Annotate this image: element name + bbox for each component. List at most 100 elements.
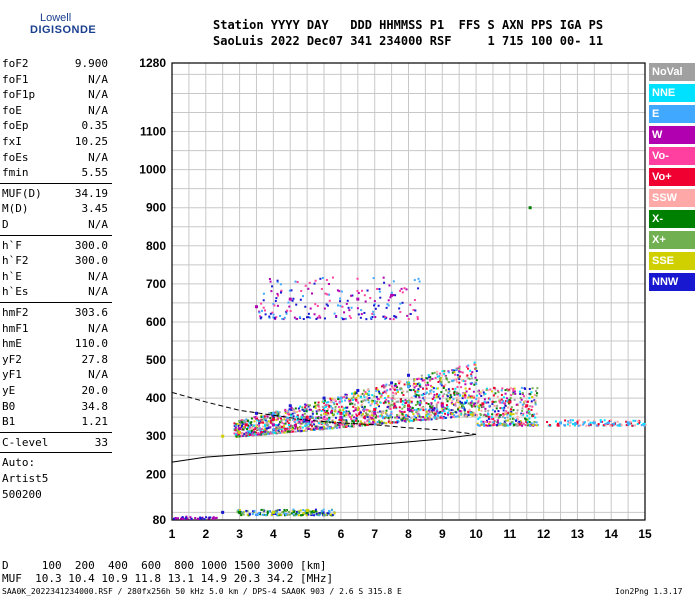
echo-mark <box>409 312 412 315</box>
x-tick-label: 5 <box>304 527 311 541</box>
echo-mark <box>527 408 530 411</box>
echo-mark <box>342 318 345 321</box>
echo-mark <box>390 413 393 416</box>
echo-mark <box>419 383 422 386</box>
echo-mark <box>234 433 237 436</box>
echo-mark <box>266 420 269 423</box>
echo-mark <box>471 381 474 384</box>
echo-mark <box>260 302 263 305</box>
echo-mark <box>373 395 376 398</box>
echo-mark <box>257 512 260 515</box>
echo-mark <box>496 395 499 398</box>
echo-mark <box>521 424 524 427</box>
echo-mark <box>258 433 261 436</box>
echo-mark <box>401 412 404 415</box>
echo-mark <box>607 421 610 424</box>
echo-mark <box>267 412 270 415</box>
echo-mark <box>435 404 438 407</box>
echo-mark <box>505 400 508 403</box>
echo-mark <box>342 412 345 415</box>
echo-mark <box>277 429 280 432</box>
echo-mark <box>390 291 393 294</box>
echo-mark <box>279 417 282 420</box>
echo-mark <box>509 397 512 400</box>
y-tick-label: 600 <box>146 315 166 329</box>
data-point-sse <box>305 508 309 512</box>
echo-mark <box>422 415 425 418</box>
echo-mark <box>574 422 577 425</box>
echo-mark <box>363 405 366 408</box>
echo-mark <box>212 516 215 519</box>
echo-mark <box>379 422 382 425</box>
echo-mark <box>314 510 317 513</box>
echo-mark <box>446 378 449 381</box>
echo-mark <box>520 413 523 416</box>
echo-mark <box>414 392 417 395</box>
echo-mark <box>431 407 434 410</box>
echo-mark <box>413 279 416 282</box>
echo-mark <box>338 426 341 429</box>
echo-mark <box>487 409 490 412</box>
echo-mark <box>325 303 328 306</box>
echo-mark <box>262 415 265 418</box>
echo-mark <box>364 300 367 303</box>
echo-mark <box>354 409 357 412</box>
echo-mark <box>322 511 325 514</box>
echo-mark <box>439 416 442 419</box>
echo-mark <box>489 388 492 391</box>
echo-mark <box>427 402 430 405</box>
echo-mark <box>429 376 432 379</box>
echo-mark <box>304 429 307 432</box>
echo-mark <box>376 400 379 403</box>
echo-mark <box>345 406 348 409</box>
echo-mark <box>243 425 246 428</box>
data-point-voplus <box>373 408 377 412</box>
echo-mark <box>362 399 365 402</box>
echo-mark <box>240 421 243 424</box>
echo-mark <box>500 389 503 392</box>
echo-mark <box>388 284 391 287</box>
x-tick-label: 7 <box>371 527 378 541</box>
echo-mark <box>487 415 490 418</box>
echo-mark <box>268 316 271 319</box>
echo-mark <box>470 377 473 380</box>
echo-mark <box>286 420 289 423</box>
echo-mark <box>322 421 325 424</box>
echo-mark <box>304 406 307 409</box>
echo-mark <box>412 413 415 416</box>
echo-mark <box>576 422 579 425</box>
echo-mark <box>502 413 505 416</box>
echo-mark <box>241 419 244 422</box>
echo-mark <box>400 287 403 290</box>
echo-mark <box>257 431 260 434</box>
echo-mark <box>456 368 459 371</box>
echo-mark <box>309 415 312 418</box>
echo-mark <box>457 394 460 397</box>
echo-mark <box>326 408 329 411</box>
echo-mark <box>310 424 313 427</box>
data-point-voplus <box>244 423 248 427</box>
echo-mark <box>433 412 436 415</box>
echo-mark <box>349 415 352 418</box>
echo-mark <box>190 517 193 520</box>
echo-mark <box>582 421 585 424</box>
echo-mark <box>360 309 363 312</box>
echo-mark <box>262 508 265 511</box>
echo-mark <box>446 405 449 408</box>
echo-mark <box>396 413 399 416</box>
echo-mark <box>419 418 422 421</box>
echo-mark <box>464 401 467 404</box>
echo-mark <box>245 509 248 512</box>
param-value: N/A <box>88 269 108 283</box>
data-point-voplus <box>440 402 444 406</box>
echo-mark <box>352 392 355 395</box>
echo-mark <box>503 406 506 409</box>
echo-mark <box>510 408 513 411</box>
echo-mark <box>597 423 600 426</box>
echo-mark <box>613 423 616 426</box>
param-value: N/A <box>88 72 108 86</box>
echo-mark <box>351 402 354 405</box>
echo-mark <box>287 421 290 424</box>
echo-mark <box>471 371 474 374</box>
echo-mark <box>433 414 436 417</box>
